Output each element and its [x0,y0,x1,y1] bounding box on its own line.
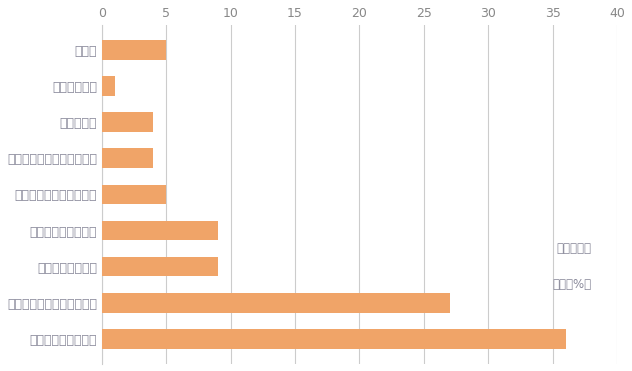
Bar [102,293,449,312]
Bar [102,40,166,60]
Bar [102,221,218,240]
Bar [102,76,114,96]
Text: 単位（%）: 単位（%） [552,278,592,291]
Bar [102,257,218,276]
Bar [102,112,154,132]
Text: 複数回答可: 複数回答可 [556,242,592,255]
Bar [102,329,566,349]
Bar [102,184,166,204]
Bar [102,148,154,168]
